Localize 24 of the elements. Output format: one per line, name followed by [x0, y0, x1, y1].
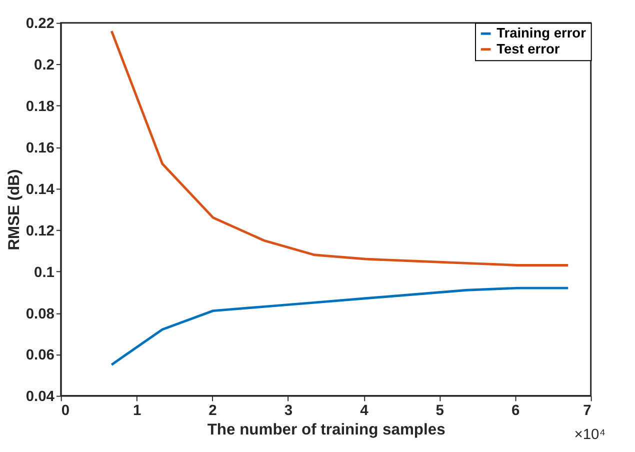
y-axis-title: RMSE (dB): [6, 169, 23, 250]
x-tick-label: 1: [132, 402, 142, 419]
x-tick-label: 6: [512, 402, 520, 419]
x-tick-label: 4: [360, 402, 370, 419]
y-tick-label: 0.2: [34, 58, 54, 74]
y-tick-label: 0.04: [26, 389, 56, 406]
x-tick-label: 3: [284, 402, 293, 419]
y-tick-label: 0.16: [26, 140, 54, 157]
y-tick-label: 0.22: [26, 16, 54, 32]
y-tick-label: 0.12: [26, 223, 54, 240]
y-tick-label: 0.08: [26, 306, 54, 322]
legend-label: Training error: [496, 26, 587, 41]
y-tick-label: 0.18: [26, 99, 54, 116]
x-axis-title: The number of training samples: [207, 422, 446, 439]
x-tick-label: 5: [436, 402, 444, 419]
legend-label: Test error: [496, 41, 560, 56]
x-tick-label: 7: [583, 402, 592, 419]
y-tick-label: 0.1: [34, 264, 54, 281]
y-tick-label: 0.14: [26, 182, 56, 198]
x-tick-label: 0: [61, 402, 70, 419]
text: ×10⁴: [574, 426, 606, 443]
line-series: [110, 286, 570, 366]
x-tick-label: 2: [208, 402, 217, 419]
y-tick-label: 0.06: [26, 348, 54, 364]
